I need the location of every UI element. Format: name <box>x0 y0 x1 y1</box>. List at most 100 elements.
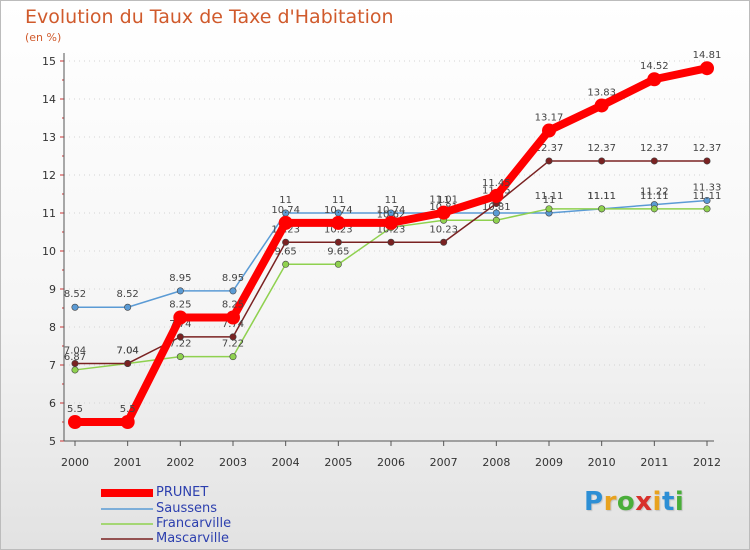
data-label-mascarville: 10.23 <box>429 224 458 235</box>
data-point-francarville <box>176 353 184 361</box>
y-tick-label: 10 <box>42 245 56 258</box>
data-label-mascarville: 12.37 <box>587 143 616 154</box>
y-tick-label: 5 <box>49 435 56 448</box>
data-point-saussens <box>71 303 79 311</box>
data-point-saussens <box>124 303 132 311</box>
logo-letter: o <box>616 487 636 517</box>
data-point-prunet <box>594 98 609 113</box>
y-tick-label: 11 <box>42 207 56 220</box>
data-label-saussens: 8.52 <box>117 289 139 300</box>
data-label-prunet: 10.74 <box>271 205 300 216</box>
data-point-mascarville <box>229 333 237 341</box>
x-tick-label: 2009 <box>535 456 563 469</box>
legend-label-francarville: Francarville <box>156 516 232 531</box>
data-label-francarville: 6.87 <box>64 352 86 363</box>
data-point-saussens <box>492 209 500 217</box>
data-label-mascarville: 12.37 <box>640 143 669 154</box>
legend-item-saussens: Saussens <box>101 501 341 518</box>
x-tick-label: 2003 <box>219 456 247 469</box>
data-label-mascarville: 7.04 <box>117 345 139 356</box>
data-label-saussens: 11 <box>437 195 450 206</box>
x-tick-label: 2000 <box>61 456 89 469</box>
data-label-prunet: 14.52 <box>640 61 669 72</box>
data-label-francarville: 7.22 <box>169 339 191 350</box>
data-label-prunet: 11.01 <box>429 195 458 206</box>
data-label-saussens: 8.95 <box>222 273 244 284</box>
data-label-prunet: 8.25 <box>169 300 191 311</box>
data-label-francarville: 7.22 <box>222 339 244 350</box>
data-point-prunet <box>120 415 135 429</box>
legend-label-mascarville: Mascarville <box>156 531 229 546</box>
legend-swatch-prunet <box>101 489 153 497</box>
logo-letter: t <box>661 487 675 517</box>
data-point-saussens <box>176 287 184 295</box>
data-point-francarville <box>703 205 711 213</box>
logo-letter: i <box>674 487 685 517</box>
data-label-prunet: 11.45 <box>482 178 511 189</box>
data-label-saussens: 11 <box>332 195 345 206</box>
chart-title: Evolution du Taux de Taxe d'Habitation <box>25 6 394 28</box>
x-tick-label: 2008 <box>482 456 510 469</box>
y-tick-label: 13 <box>42 131 56 144</box>
data-label-francarville: 11.11 <box>693 191 722 202</box>
data-point-prunet <box>226 310 240 325</box>
data-point-mascarville <box>440 238 448 246</box>
data-point-francarville <box>229 353 237 361</box>
y-tick-label: 15 <box>42 55 56 68</box>
data-label-mascarville: 12.37 <box>535 143 564 154</box>
data-point-mascarville <box>545 157 553 165</box>
logo-letter: P <box>584 487 604 517</box>
data-label-francarville: 9.65 <box>327 246 349 257</box>
data-point-prunet <box>436 205 451 220</box>
data-point-mascarville <box>334 238 342 246</box>
data-label-prunet: 10.74 <box>324 205 353 216</box>
data-point-francarville <box>598 205 606 213</box>
legend-item-mascarville: Mascarville <box>101 531 341 548</box>
data-label-saussens: 8.52 <box>64 289 86 300</box>
x-tick-label: 2001 <box>114 456 142 469</box>
y-axis-unit-label: (en %) <box>25 31 62 44</box>
data-label-mascarville: 7.04 <box>64 345 86 356</box>
logo-letter: x <box>635 487 653 517</box>
data-point-francarville <box>650 205 658 213</box>
y-tick-label: 7 <box>49 359 56 372</box>
x-tick-label: 2006 <box>377 456 405 469</box>
data-label-francarville: 11.11 <box>535 191 564 202</box>
x-tick-label: 2012 <box>693 456 721 469</box>
y-tick-label: 12 <box>42 169 56 182</box>
data-label-prunet: 10.74 <box>377 205 406 216</box>
data-point-prunet <box>278 215 293 230</box>
y-tick-label: 8 <box>49 321 56 334</box>
data-label-saussens: 11 <box>543 195 556 206</box>
legend-item-francarville: Francarville <box>101 516 341 533</box>
data-label-prunet: 5.5 <box>67 404 83 415</box>
data-point-francarville <box>71 366 79 374</box>
legend-swatch-mascarville <box>101 538 153 540</box>
data-point-mascarville <box>703 157 711 165</box>
data-label-prunet: 13.83 <box>587 87 616 98</box>
data-point-francarville <box>282 260 290 268</box>
data-point-mascarville <box>71 359 79 367</box>
data-label-saussens: 11.33 <box>693 182 722 193</box>
logo-letter: r <box>603 487 617 517</box>
data-point-prunet <box>173 310 188 325</box>
logo-letter: i <box>652 487 662 517</box>
legend-label-prunet: PRUNET <box>156 485 209 500</box>
data-point-francarville <box>334 260 342 268</box>
legend-swatch-francarville <box>101 523 153 525</box>
data-point-prunet <box>700 61 714 76</box>
x-tick-label: 2004 <box>272 456 300 469</box>
data-label-saussens: 11 <box>385 195 398 206</box>
legend-label-saussens: Saussens <box>156 501 218 516</box>
y-tick-label: 6 <box>49 397 56 410</box>
data-point-prunet <box>647 72 662 87</box>
data-point-francarville <box>492 216 500 224</box>
data-label-prunet: 8.25 <box>222 300 244 311</box>
data-point-mascarville <box>282 238 290 246</box>
data-label-prunet: 14.81 <box>693 50 722 61</box>
data-point-mascarville <box>598 157 606 165</box>
data-label-francarville: 11.11 <box>587 191 616 202</box>
data-point-saussens <box>703 196 711 204</box>
